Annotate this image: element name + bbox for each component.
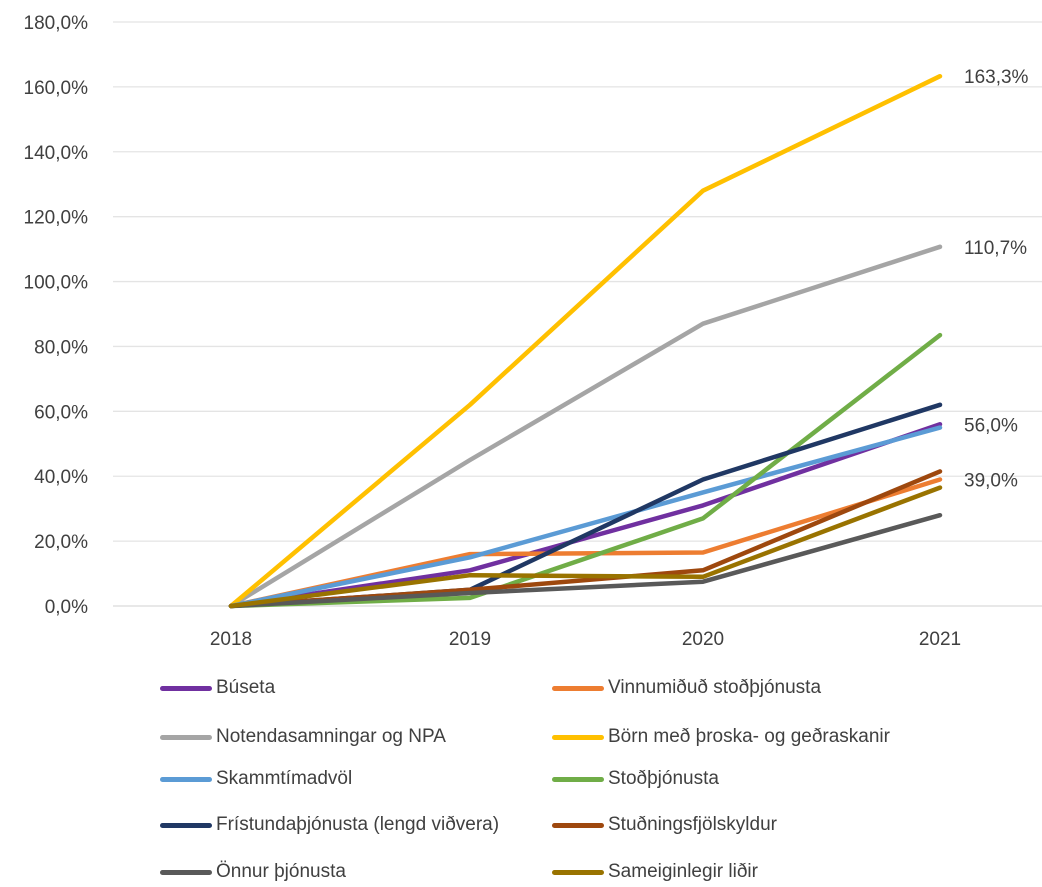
legend-item: Vinnumiðuð stoðþjónusta — [552, 673, 821, 703]
y-tick-label: 100,0% — [24, 273, 89, 294]
legend-item: Skammtímadvöl — [160, 764, 352, 794]
series-lines — [231, 76, 940, 606]
data-labels: 163,3% 110,7% 56,0% 39,0% — [964, 67, 1029, 491]
legend-swatch — [160, 735, 212, 740]
x-tick-label: 2019 — [449, 629, 491, 650]
legend-swatch — [552, 735, 604, 740]
data-label: 163,3% — [964, 67, 1029, 88]
y-axis-ticks: 0,0% 20,0% 40,0% 60,0% 80,0% 100,0% 120,0% 140,… — [24, 13, 89, 618]
legend-label: Önnur þjónusta — [216, 861, 346, 883]
legend: Búseta Vinnumiðuð stoðþjónusta Notendasamn… — [0, 668, 1042, 883]
legend-item: Búseta — [160, 673, 275, 703]
x-axis-ticks: 2018 2019 2020 2021 — [210, 629, 961, 650]
legend-swatch — [160, 870, 212, 875]
y-tick-label: 160,0% — [24, 78, 89, 99]
x-tick-label: 2020 — [682, 629, 724, 650]
legend-item: Notendasamningar og NPA — [160, 722, 446, 752]
gridlines — [113, 22, 1042, 606]
y-tick-label: 20,0% — [34, 532, 88, 553]
legend-swatch — [160, 823, 212, 828]
legend-swatch — [552, 686, 604, 691]
legend-label: Notendasamningar og NPA — [216, 726, 446, 748]
x-tick-label: 2018 — [210, 629, 252, 650]
legend-label: Börn með þroska- og geðraskanir — [608, 726, 890, 748]
data-label: 56,0% — [964, 415, 1018, 436]
line-chart: 0,0% 20,0% 40,0% 60,0% 80,0% 100,0% 120,0% 140,… — [0, 0, 1042, 665]
legend-swatch — [552, 870, 604, 875]
legend-label: Vinnumiðuð stoðþjónusta — [608, 677, 821, 699]
data-label: 39,0% — [964, 470, 1018, 491]
y-tick-label: 180,0% — [24, 13, 89, 34]
y-tick-label: 40,0% — [34, 467, 88, 488]
legend-label: Frístundaþjónusta (lengd viðvera) — [216, 814, 499, 836]
legend-item: Börn með þroska- og geðraskanir — [552, 722, 890, 752]
series-line-Stoðþjónusta — [231, 335, 940, 606]
legend-item: Frístundaþjónusta (lengd viðvera) — [160, 810, 499, 840]
legend-swatch — [160, 777, 212, 782]
legend-label: Stoðþjónusta — [608, 768, 719, 790]
y-tick-label: 80,0% — [34, 337, 88, 358]
legend-swatch — [552, 823, 604, 828]
y-tick-label: 0,0% — [45, 597, 88, 618]
legend-item: Stoðþjónusta — [552, 764, 719, 794]
legend-swatch — [552, 777, 604, 782]
legend-label: Skammtímadvöl — [216, 768, 352, 790]
legend-item: Stuðningsfjölskyldur — [552, 810, 777, 840]
y-tick-label: 120,0% — [24, 208, 89, 229]
x-tick-label: 2021 — [919, 629, 961, 650]
legend-swatch — [160, 686, 212, 691]
data-label: 110,7% — [964, 238, 1027, 259]
legend-label: Stuðningsfjölskyldur — [608, 814, 777, 836]
legend-label: Sameiginlegir liðir — [608, 861, 758, 883]
y-tick-label: 60,0% — [34, 402, 88, 423]
legend-label: Búseta — [216, 677, 275, 699]
y-tick-label: 140,0% — [24, 143, 89, 164]
